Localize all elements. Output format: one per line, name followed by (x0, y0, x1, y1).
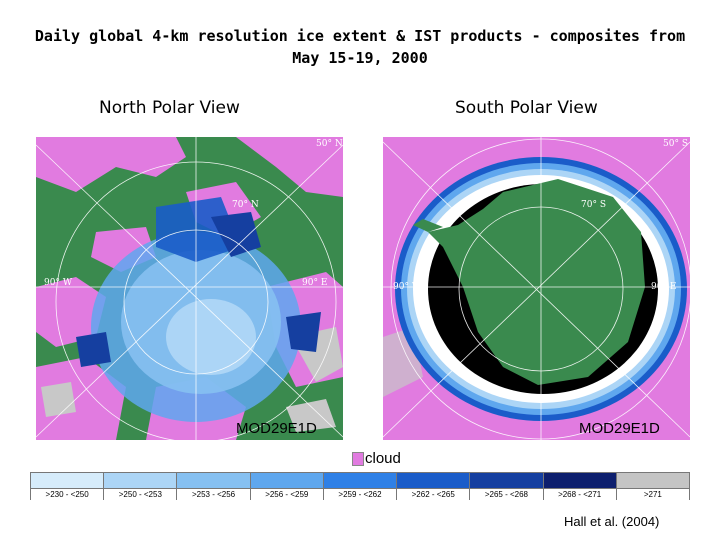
south-coord-lat: 70° S (581, 200, 606, 210)
temperature-class-swatch (104, 473, 177, 488)
temperature-class-label: >262 - <265 (397, 488, 470, 500)
north-product-label: MOD29E1D (236, 420, 317, 437)
temperature-class-label: >230 - <250 (31, 488, 104, 500)
north-coord-right: 90° E (302, 278, 327, 288)
temperature-class-swatch (31, 473, 104, 488)
temperature-class-swatch (250, 473, 323, 488)
temperature-class-label: >253 - <256 (177, 488, 250, 500)
temperature-class-6: >265 - <268 (470, 473, 544, 500)
north-view-label: North Polar View (99, 98, 240, 118)
figure-title-line-2: May 15-19, 2000 (292, 49, 428, 67)
temperature-class-swatch (397, 473, 470, 488)
temperature-class-5: >262 - <265 (397, 473, 471, 500)
temperature-class-swatch (470, 473, 543, 488)
temperature-class-label: >259 - <262 (323, 488, 397, 500)
north-polar-map: 50° N 70° N 90° W 90° E (36, 137, 343, 440)
cloud-legend-label: cloud (365, 450, 401, 467)
north-coord-lat: 70° N (232, 200, 259, 210)
temperature-class-4: >259 - <262 (323, 473, 398, 500)
south-coord-left: 90° W (393, 282, 422, 292)
temperature-class-8: >271 (616, 473, 689, 500)
south-product-label: MOD29E1D (579, 420, 660, 437)
temperature-class-2: >253 - <256 (177, 473, 251, 500)
south-view-label: South Polar View (455, 98, 598, 118)
temperature-class-label: >256 - <259 (250, 488, 323, 500)
temperature-class-3: >256 - <259 (250, 473, 324, 500)
citation-credit: Hall et al. (2004) (564, 514, 660, 529)
temperature-class-label: >271 (616, 488, 689, 500)
cloud-legend: cloud (352, 450, 401, 467)
temperature-class-label: >250 - <253 (104, 488, 177, 500)
temperature-class-7: >268 - <271 (543, 473, 617, 500)
temperature-class-swatch (177, 473, 250, 488)
temperature-class-swatch (616, 473, 689, 488)
temperature-class-0: >230 - <250 (31, 473, 105, 500)
figure-title-line-1: Daily global 4-km resolution ice extent … (34, 27, 686, 45)
temperature-class-swatch (323, 473, 397, 488)
south-coord-right: 90° E (651, 282, 676, 292)
cloud-swatch (352, 451, 364, 466)
north-coord-left: 90° W (44, 278, 73, 288)
temperature-legend-bar: >230 - <250 >250 - <253 >253 - <256 >256 - … (30, 472, 690, 500)
temperature-class-label: >268 - <271 (543, 488, 616, 500)
south-coord-top-right: 50° S (663, 139, 688, 149)
temperature-class-label: >265 - <268 (470, 488, 543, 500)
north-coord-top-right: 50° N (316, 139, 343, 149)
south-polar-map: 50° S 70° S 90° W 90° E (383, 137, 690, 440)
temperature-class-swatch (543, 473, 616, 488)
temperature-class-1: >250 - <253 (104, 473, 178, 500)
